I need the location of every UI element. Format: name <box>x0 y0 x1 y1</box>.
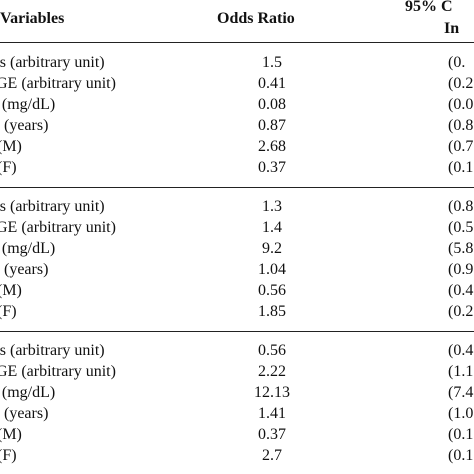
s3-odds-6: 2.7 <box>262 447 282 464</box>
s1-odds-4: 0.87 <box>258 117 286 134</box>
s3-variable-4: (years) <box>4 405 49 422</box>
s1-odds-6: 0.37 <box>258 159 286 176</box>
s1-ci-2: (0.2 <box>448 75 474 92</box>
s2-variable-2: GE (arbitrary unit) <box>0 219 116 236</box>
s1-ci-3: (0.0 <box>448 96 474 113</box>
s3-odds-5: 0.37 <box>258 426 286 443</box>
s2-ci-2: (0.5 <box>448 219 474 236</box>
s3-variable-2: GE (arbitrary unit) <box>0 363 116 380</box>
s3-ci-6: (0.1 <box>448 447 474 464</box>
s3-ci-4: (1.0 <box>448 405 474 422</box>
s2-variable-4: (years) <box>4 261 49 278</box>
s2-variable-3: ' (mg/dL) <box>0 240 56 257</box>
section-rule-2 <box>0 331 474 332</box>
header-rule <box>0 42 474 43</box>
s2-odds-2: 1.4 <box>262 219 282 236</box>
s2-odds-5: 0.56 <box>258 282 286 299</box>
s2-ci-3: (5.8 <box>448 240 474 257</box>
s3-ci-5: (0.1 <box>448 426 474 443</box>
s3-variable-1: Es (arbitrary unit) <box>0 342 105 359</box>
header-variables: Variables <box>0 10 65 27</box>
s1-odds-3: 0.08 <box>258 96 286 113</box>
s1-ci-4: (0.8 <box>448 117 474 134</box>
s3-ci-2: (1.1 <box>448 363 474 380</box>
s2-variable-5: (M) <box>0 282 22 299</box>
s2-variable-6: (F) <box>0 303 17 320</box>
s3-ci-1: (0.4 <box>448 342 474 359</box>
s3-ci-3: (7.4 <box>448 384 474 401</box>
s1-variable-5: (M) <box>0 138 22 155</box>
s1-odds-5: 2.68 <box>258 138 286 155</box>
s2-ci-1: (0.8 <box>448 198 474 215</box>
s3-odds-2: 2.22 <box>258 363 286 380</box>
s2-odds-6: 1.85 <box>258 303 286 320</box>
s1-variable-4: (years) <box>4 117 49 134</box>
s3-odds-1: 0.56 <box>258 342 286 359</box>
s2-odds-1: 1.3 <box>262 198 282 215</box>
header-odds-ratio: Odds Ratio <box>217 10 295 27</box>
s1-ci-5: (0.7 <box>448 138 474 155</box>
s3-variable-6: (F) <box>0 447 17 464</box>
s2-variable-1: Es (arbitrary unit) <box>0 198 105 215</box>
s1-odds-2: 0.41 <box>258 75 286 92</box>
s2-odds-3: 9.2 <box>262 240 282 257</box>
s3-odds-3: 12.13 <box>254 384 290 401</box>
header-ci-line2: In <box>444 20 460 37</box>
s2-ci-6: (0.2 <box>448 303 474 320</box>
s2-ci-5: (0.4 <box>448 282 474 299</box>
s1-variable-1: Es (arbitrary unit) <box>0 54 105 71</box>
header-ci-line1: 95% C <box>405 0 453 15</box>
s1-variable-2: GE (arbitrary unit) <box>0 75 116 92</box>
s1-ci-1: (0. <box>448 54 466 71</box>
s3-odds-4: 1.41 <box>258 405 286 422</box>
s3-variable-3: ' (mg/dL) <box>0 384 56 401</box>
s2-odds-4: 1.04 <box>258 261 286 278</box>
s1-odds-1: 1.5 <box>262 54 282 71</box>
s2-ci-4: (0.9 <box>448 261 474 278</box>
section-rule-1 <box>0 187 474 188</box>
s1-ci-6: (0.1 <box>448 159 474 176</box>
s3-variable-5: (M) <box>0 426 22 443</box>
s1-variable-6: (F) <box>0 159 17 176</box>
s1-variable-3: ' (mg/dL) <box>0 96 56 113</box>
